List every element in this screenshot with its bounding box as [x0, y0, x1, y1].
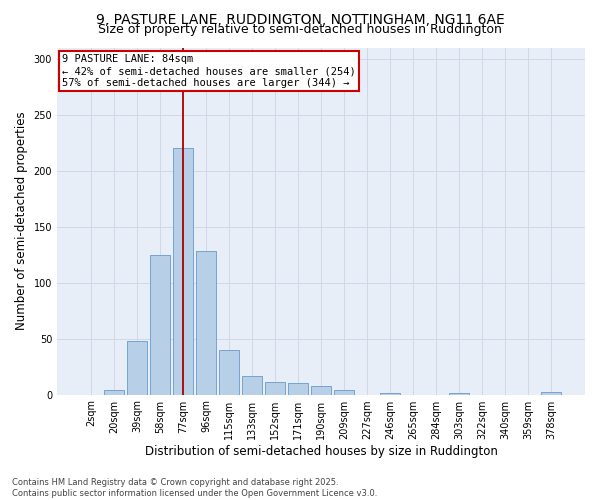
Text: Size of property relative to semi-detached houses in Ruddington: Size of property relative to semi-detach… [98, 22, 502, 36]
Bar [219, 350, 239, 395]
Bar [265, 382, 285, 394]
Text: 9, PASTURE LANE, RUDDINGTON, NOTTINGHAM, NG11 6AE: 9, PASTURE LANE, RUDDINGTON, NOTTINGHAM,… [95, 12, 505, 26]
Text: Contains HM Land Registry data © Crown copyright and database right 2025.
Contai: Contains HM Land Registry data © Crown c… [12, 478, 377, 498]
X-axis label: Distribution of semi-detached houses by size in Ruddington: Distribution of semi-detached houses by … [145, 444, 497, 458]
Bar [196, 252, 216, 394]
Bar [334, 390, 354, 394]
Y-axis label: Number of semi-detached properties: Number of semi-detached properties [15, 112, 28, 330]
Bar [541, 392, 561, 394]
Bar [104, 390, 124, 394]
Bar [173, 148, 193, 394]
Bar [288, 384, 308, 394]
Bar [150, 254, 170, 394]
Bar [127, 341, 146, 394]
Bar [311, 386, 331, 394]
Text: 9 PASTURE LANE: 84sqm
← 42% of semi-detached houses are smaller (254)
57% of sem: 9 PASTURE LANE: 84sqm ← 42% of semi-deta… [62, 54, 356, 88]
Bar [242, 376, 262, 394]
